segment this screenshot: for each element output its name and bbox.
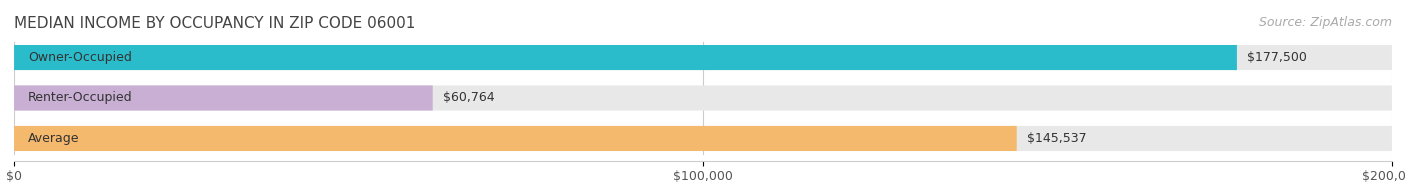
Text: Renter-Occupied: Renter-Occupied: [28, 92, 132, 104]
FancyBboxPatch shape: [14, 85, 433, 111]
FancyBboxPatch shape: [14, 45, 1237, 70]
Text: Owner-Occupied: Owner-Occupied: [28, 51, 132, 64]
FancyBboxPatch shape: [14, 126, 1392, 151]
FancyBboxPatch shape: [14, 126, 1017, 151]
Text: Average: Average: [28, 132, 79, 145]
FancyBboxPatch shape: [14, 85, 1392, 111]
Text: MEDIAN INCOME BY OCCUPANCY IN ZIP CODE 06001: MEDIAN INCOME BY OCCUPANCY IN ZIP CODE 0…: [14, 16, 415, 31]
Text: Source: ZipAtlas.com: Source: ZipAtlas.com: [1258, 16, 1392, 29]
Text: $60,764: $60,764: [443, 92, 495, 104]
FancyBboxPatch shape: [14, 45, 1392, 70]
Text: $177,500: $177,500: [1247, 51, 1308, 64]
Text: $145,537: $145,537: [1026, 132, 1087, 145]
